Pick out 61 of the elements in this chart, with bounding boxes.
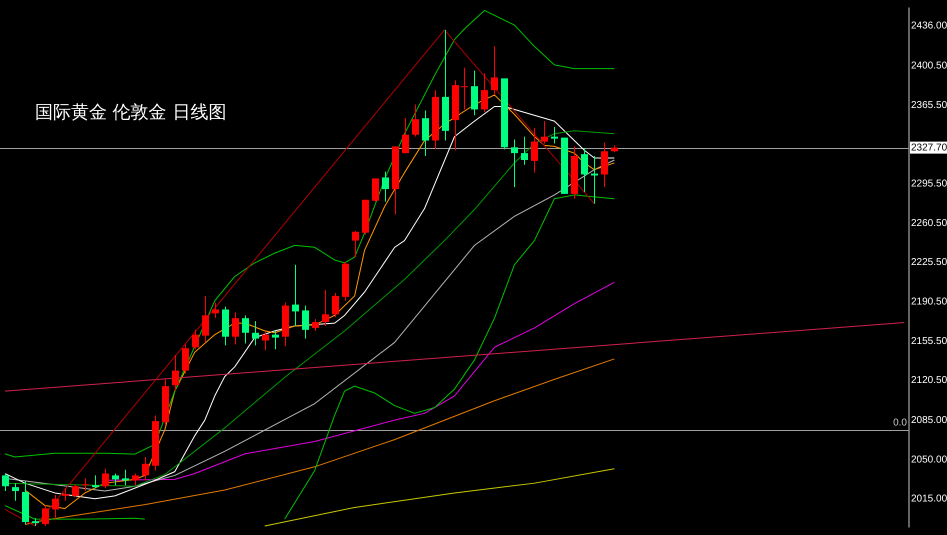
candlestick <box>92 474 99 489</box>
candlestick <box>82 478 89 492</box>
candlestick <box>581 148 588 193</box>
candlestick <box>112 473 119 486</box>
candlestick <box>102 468 109 489</box>
candlestick <box>461 67 468 110</box>
candlestick <box>382 171 389 202</box>
candlestick <box>242 314 249 344</box>
candlestick <box>491 46 498 96</box>
candlestick <box>352 230 359 258</box>
ref-line-label: 2327.70 <box>911 142 947 154</box>
candlestick <box>471 70 478 116</box>
annotation: 0.0 <box>893 417 908 428</box>
candlestick <box>142 456 149 481</box>
candlestick <box>591 156 598 204</box>
y-tick-label: 2436.00 <box>911 20 947 32</box>
y-tick-label: 2400.50 <box>911 60 947 72</box>
candlestick <box>182 344 189 374</box>
candlestick <box>202 295 209 343</box>
candlestick <box>511 139 518 188</box>
y-tick-label: 2120.50 <box>911 375 947 386</box>
candlestick <box>402 118 409 154</box>
y-tick-label: 2155.50 <box>911 336 947 347</box>
candlestick <box>272 330 279 350</box>
candlestick <box>2 473 9 492</box>
candlestick <box>292 264 299 327</box>
candlestick <box>372 178 379 202</box>
y-tick-label: 2085.00 <box>911 415 947 426</box>
candlestick <box>422 110 429 157</box>
y-tick-label: 2225.50 <box>911 257 947 268</box>
candlestick <box>192 329 199 350</box>
candlestick <box>172 354 179 392</box>
candlestick <box>52 494 59 520</box>
candlestick <box>302 305 309 340</box>
candlestick <box>601 142 608 188</box>
candlestick <box>132 473 139 486</box>
candlestick <box>322 290 329 327</box>
y-tick-label: 2190.50 <box>911 296 947 308</box>
candlestick <box>481 73 488 113</box>
y-tick-label: 2365.50 <box>911 100 947 111</box>
candlestick <box>62 488 69 502</box>
y-tick-label: 2295.50 <box>911 178 947 190</box>
candlestick <box>312 318 319 332</box>
y-tick-label: 2015.00 <box>911 494 947 505</box>
candlestick <box>531 127 538 174</box>
candlestick <box>262 331 269 351</box>
candlestick <box>42 505 49 526</box>
candlestick <box>232 312 239 345</box>
candlestick <box>551 126 558 144</box>
candlestick <box>521 136 528 166</box>
candlestick <box>212 302 219 319</box>
y-tick-label: 2260.50 <box>911 218 947 229</box>
candlestick <box>541 120 548 144</box>
y-tick-label: 2050.00 <box>911 454 947 466</box>
candlestick <box>72 484 79 498</box>
candlestick <box>332 292 339 318</box>
text: 国际黄金 伦敦金 日线图 <box>35 101 226 124</box>
candlestick <box>412 104 419 138</box>
candlestick <box>252 320 259 346</box>
candlestick <box>12 482 19 502</box>
candlestick <box>122 469 129 486</box>
